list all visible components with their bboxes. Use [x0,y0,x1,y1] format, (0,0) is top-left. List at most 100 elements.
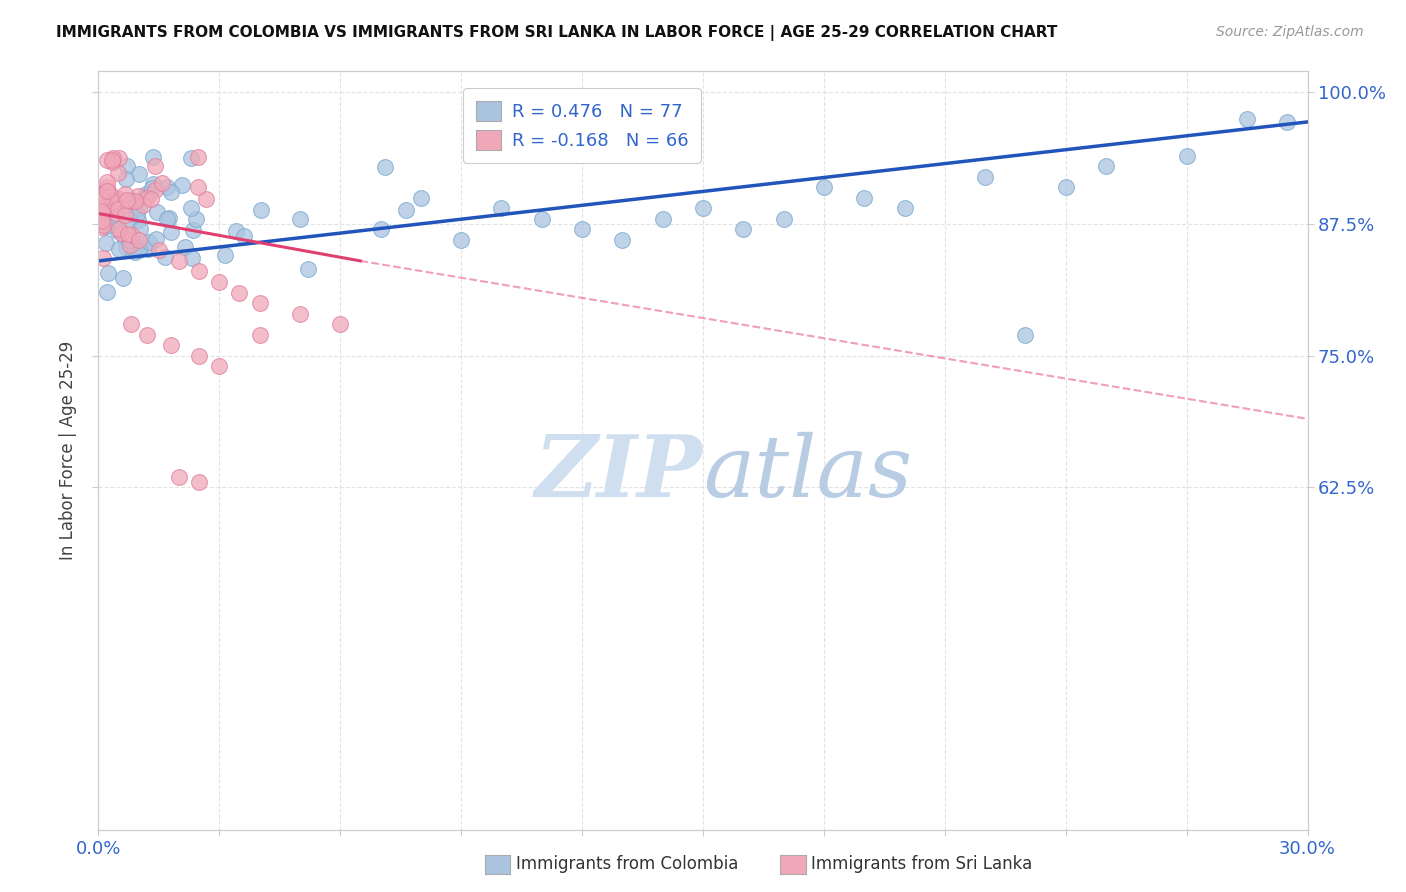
Point [1095,159,1118,173]
Point [160,225,183,239]
Point [1236,112,1258,126]
Point [118,213,141,227]
Point [124,202,146,217]
Point [127,188,149,202]
Point [111,270,134,285]
Point [249,327,271,342]
Point [374,160,396,174]
Point [228,285,250,300]
Point [127,207,149,221]
Point [105,202,128,217]
Point [370,222,392,236]
Point [96,179,118,194]
Point [180,201,202,215]
Point [101,195,124,210]
Point [167,254,190,268]
Point [97,266,120,280]
Point [135,327,157,342]
Point [128,233,150,247]
Point [249,296,271,310]
Text: Immigrants from Sri Lanka: Immigrants from Sri Lanka [811,855,1032,873]
Point [110,226,132,240]
Point [120,195,142,210]
Point [101,189,124,203]
Point [136,191,159,205]
Point [612,233,634,247]
Point [184,212,207,227]
Point [128,222,150,236]
Point [233,229,256,244]
Point [167,470,190,484]
Point [208,275,231,289]
Point [91,220,114,235]
Point [1175,148,1198,162]
Point [115,240,138,254]
Point [409,191,432,205]
Point [155,250,177,264]
Point [101,155,124,169]
Point [651,211,673,226]
Point [107,222,129,236]
Point [188,475,211,489]
Point [150,177,173,191]
Text: Immigrants from Colombia: Immigrants from Colombia [516,855,738,873]
Point [141,192,163,206]
Point [1277,115,1299,129]
Text: Source: ZipAtlas.com: Source: ZipAtlas.com [1216,25,1364,39]
Point [172,178,194,192]
Point [118,233,141,247]
Point [91,211,114,226]
Legend: R = 0.476   N = 77, R = -0.168   N = 66: R = 0.476 N = 77, R = -0.168 N = 66 [463,88,702,163]
Point [395,203,418,218]
Point [297,262,319,277]
Point [214,248,236,262]
Point [148,244,170,258]
Point [129,240,152,254]
Point [103,151,125,165]
Point [188,349,211,363]
Point [188,264,211,278]
Point [530,211,553,226]
Point [96,184,118,198]
Point [105,193,128,207]
Point [160,338,183,352]
Point [491,201,513,215]
Point [143,182,166,196]
Point [187,179,209,194]
Point [120,237,142,252]
Point [115,193,138,207]
Point [136,242,159,256]
Point [121,228,143,243]
Point [145,232,167,246]
Point [96,236,118,251]
Point [571,222,593,236]
Text: IMMIGRANTS FROM COLOMBIA VS IMMIGRANTS FROM SRI LANKA IN LABOR FORCE | AGE 25-29: IMMIGRANTS FROM COLOMBIA VS IMMIGRANTS F… [56,25,1057,41]
Point [128,201,150,215]
Point [329,317,352,331]
Point [157,211,180,226]
Point [96,175,118,189]
Point [142,151,165,165]
Point [108,151,131,165]
Point [174,240,197,254]
Point [115,159,138,173]
Point [145,205,167,219]
Point [105,206,128,220]
Point [772,211,794,226]
Point [195,192,218,206]
Point [128,167,150,181]
Point [93,200,115,214]
Point [124,194,146,208]
Point [101,208,124,222]
Point [853,191,876,205]
Point [91,192,114,206]
Point [1054,180,1077,194]
Point [91,252,114,266]
Point [127,213,149,227]
Point [100,187,122,202]
Point [208,359,231,374]
Point [145,159,167,173]
Point [117,227,139,241]
Point [974,169,997,184]
Point [225,224,247,238]
